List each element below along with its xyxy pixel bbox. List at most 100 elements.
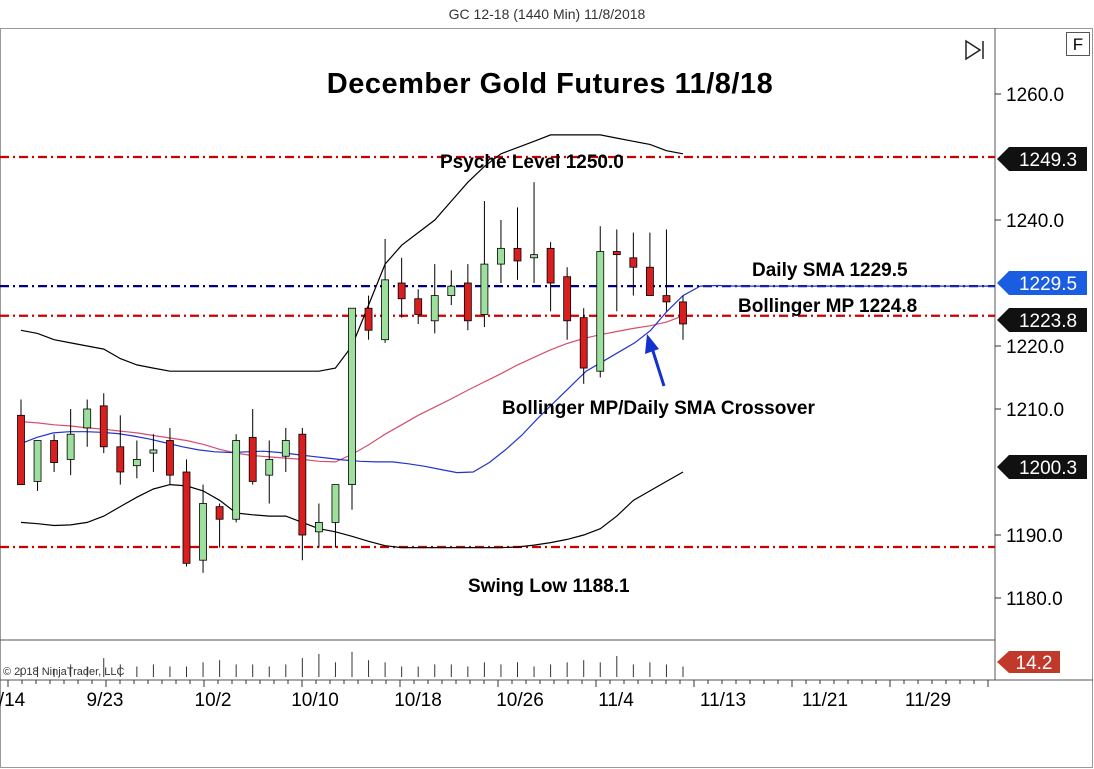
- candle: [579, 308, 588, 384]
- candle: [463, 264, 472, 331]
- copyright-text: © 2018 NinjaTrader, LLC: [3, 666, 125, 678]
- candle: [265, 440, 274, 504]
- candle: [480, 201, 489, 328]
- skip-to-end-icon[interactable]: [962, 38, 990, 62]
- volume-badge-shape: [997, 651, 1060, 673]
- bull-candle-body: [132, 458, 141, 467]
- level-label-bollinger-mp: Bollinger MP 1224.8: [738, 296, 918, 317]
- bull-candle-body: [497, 247, 505, 265]
- price-badge-shape: [997, 147, 1087, 171]
- x-tick-label: /14: [0, 690, 26, 711]
- bull-candle-body: [331, 484, 340, 523]
- bull-candle-body: [83, 408, 92, 429]
- candle: [248, 409, 257, 485]
- candle: [199, 484, 207, 573]
- candle: [397, 257, 406, 318]
- price-badge: 1223.8: [997, 308, 1087, 332]
- bear-candle-body: [248, 436, 257, 482]
- bear-candle-body: [116, 446, 125, 473]
- candle: [629, 232, 638, 296]
- price-badge: 1229.5: [997, 271, 1087, 295]
- bear-candle-body: [679, 301, 687, 325]
- window-title: GC 12-18 (1440 Min) 11/8/2018: [448, 6, 646, 22]
- candle: [348, 307, 356, 510]
- bear-candle-body: [50, 440, 58, 463]
- candle: [281, 427, 290, 472]
- bull-candle-body: [232, 440, 241, 520]
- bull-candle-body: [596, 251, 605, 372]
- candle: [430, 264, 439, 334]
- y-tick-label: 1210.0: [1006, 400, 1064, 421]
- volume-badge-label: 14.2: [1016, 653, 1053, 674]
- x-tick-label: 9/23: [87, 690, 124, 711]
- chart-border: [0, 28, 1093, 768]
- candle: [116, 415, 125, 485]
- level-label-psyche: Psyche Level 1250.0: [440, 152, 624, 173]
- bear-candle-body: [513, 247, 522, 262]
- bull-candle-body: [66, 433, 75, 460]
- bear-candle-body: [612, 251, 621, 256]
- candle: [66, 409, 75, 476]
- candle: [646, 232, 654, 297]
- price-badge-label: 1249.3: [1019, 150, 1077, 171]
- volume-badge: 14.2: [997, 651, 1060, 674]
- y-tick-label: 1260.0: [1006, 85, 1064, 106]
- bear-candle-body: [579, 317, 588, 369]
- candle: [414, 289, 423, 324]
- f-button[interactable]: F: [1066, 32, 1090, 56]
- candle: [33, 440, 42, 491]
- crossover-arrow-head: [645, 334, 659, 354]
- candle: [314, 503, 323, 548]
- price-badge-shape: [997, 455, 1087, 479]
- bull-candle-body: [381, 279, 390, 341]
- crossover-annotation: Bollinger MP/Daily SMA Crossover: [502, 398, 815, 419]
- candle: [182, 459, 191, 567]
- candle: [50, 434, 58, 472]
- candle: [513, 207, 522, 280]
- price-badge-label: 1229.5: [1019, 274, 1077, 295]
- bear-candle-body: [546, 247, 555, 284]
- x-tick-label: 11/29: [905, 690, 951, 711]
- price-chart: 1260.0 1240.0 1220.0 1210.0 1190.0 1180.0/14 9…: [0, 28, 1093, 768]
- bull-candle-body: [33, 440, 42, 482]
- crossover-arrow-shaft: [650, 347, 666, 387]
- candle: [364, 295, 373, 340]
- bear-candle-body: [166, 440, 174, 476]
- candle: [563, 267, 572, 340]
- bull-candle-body: [348, 307, 356, 486]
- bear-candle-body: [182, 471, 191, 564]
- bull-candle-body: [149, 449, 158, 454]
- x-tick-label: 10/18: [394, 690, 442, 711]
- candle: [132, 440, 141, 479]
- candle: [331, 484, 340, 548]
- bollinger-lower-band: [20, 471, 684, 549]
- x-tick-label: 10/26: [496, 690, 544, 711]
- candle: [679, 295, 687, 340]
- x-tick-label: 11/13: [700, 690, 746, 711]
- price-badge: 1200.3: [997, 455, 1087, 479]
- candle: [99, 393, 108, 454]
- bull-candle-body: [530, 254, 538, 259]
- y-tick-label: 1180.0: [1006, 589, 1063, 610]
- bear-candle-body: [364, 307, 373, 331]
- candle: [497, 220, 505, 283]
- candle: [149, 434, 158, 472]
- x-tick-label: 11/21: [802, 690, 848, 711]
- chart-title: December Gold Futures 11/8/18: [326, 68, 774, 100]
- bull-candle-body: [480, 263, 489, 315]
- candle: [298, 427, 307, 561]
- candle: [546, 242, 555, 312]
- bull-candle-body: [430, 295, 439, 322]
- bear-candle-body: [629, 257, 638, 268]
- bull-candle-body: [265, 458, 274, 476]
- price-badge-label: 1200.3: [1019, 458, 1077, 479]
- bear-candle-body: [397, 282, 406, 300]
- x-tick-label: 10/2: [195, 690, 232, 711]
- bear-candle-body: [298, 433, 307, 536]
- candle: [17, 399, 25, 485]
- bull-candle-body: [447, 285, 456, 296]
- y-tick-label: 1240.0: [1006, 211, 1064, 232]
- bull-candle-body: [314, 522, 323, 533]
- candle: [447, 270, 456, 306]
- price-badge: 1249.3: [997, 147, 1087, 171]
